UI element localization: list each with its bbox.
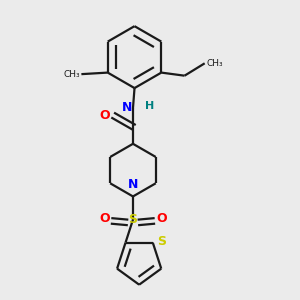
Text: S: S xyxy=(128,213,137,226)
Text: N: N xyxy=(122,101,133,114)
Text: CH₃: CH₃ xyxy=(206,59,223,68)
Text: O: O xyxy=(156,212,167,225)
Text: N: N xyxy=(128,178,138,191)
Text: O: O xyxy=(99,212,110,225)
Text: CH₃: CH₃ xyxy=(63,70,80,79)
Text: S: S xyxy=(158,235,166,248)
Text: O: O xyxy=(99,109,110,122)
Text: H: H xyxy=(146,101,154,111)
